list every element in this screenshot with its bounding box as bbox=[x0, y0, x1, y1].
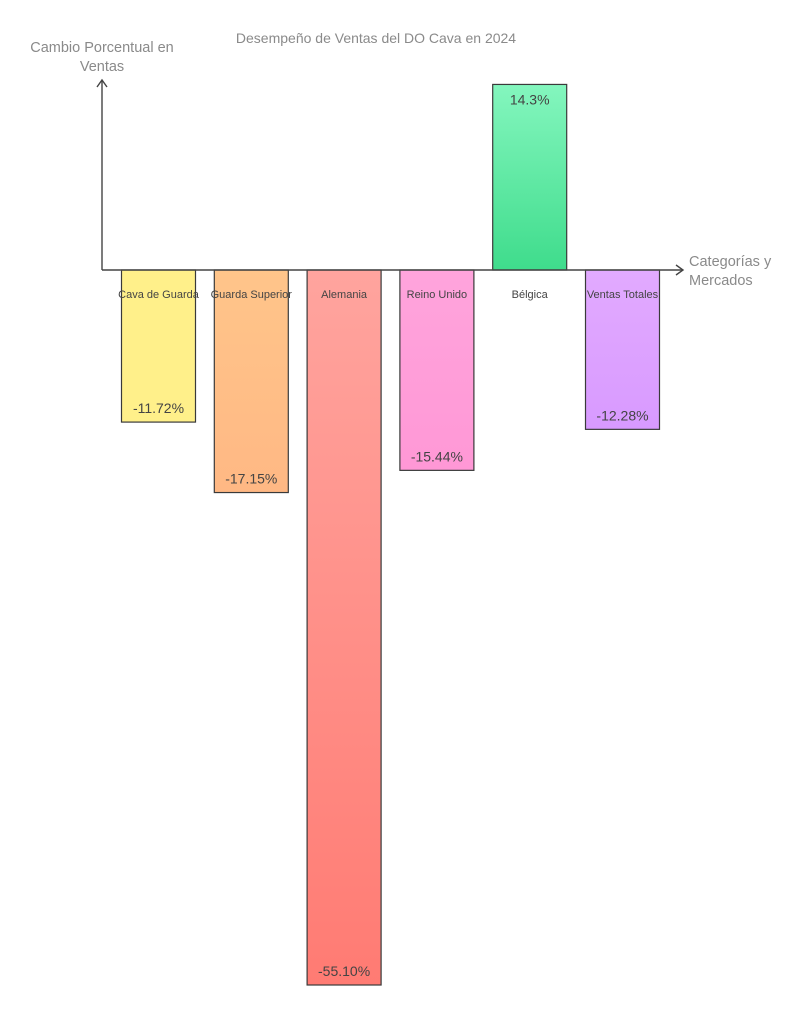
category-label-alemania: Alemania bbox=[321, 289, 368, 301]
category-label-reino-unido: Reino Unido bbox=[407, 289, 468, 301]
y-axis-label-line-2: Ventas bbox=[80, 59, 124, 75]
x-axis bbox=[102, 264, 685, 276]
category-label-cava-de-guarda: Cava de Guarda bbox=[118, 289, 200, 301]
value-label-belgica: 14.3% bbox=[510, 91, 550, 107]
category-label-belgica: Bélgica bbox=[512, 289, 549, 301]
bar-reino-unido bbox=[399, 269, 475, 471]
bar-cava-de-guarda bbox=[120, 269, 197, 423]
bar-alemania bbox=[306, 269, 382, 986]
y-axis bbox=[96, 78, 108, 270]
y-axis-label-line-1: Cambio Porcentual en bbox=[30, 40, 173, 56]
value-label-reino-unido: -15.44% bbox=[411, 448, 463, 464]
x-axis-label-line-2: Mercados bbox=[689, 273, 753, 289]
category-label-ventas-totales: Ventas Totales bbox=[587, 289, 659, 301]
value-label-ventas-totales: -12.28% bbox=[596, 407, 648, 423]
value-label-cava-de-guarda: -11.72% bbox=[133, 400, 184, 416]
value-label-alemania: -55.10% bbox=[318, 963, 370, 979]
bar-belgica bbox=[492, 83, 568, 271]
value-label-guarda-superior: -17.15% bbox=[225, 471, 277, 487]
labels-group: Cava de Guarda -11.72% Guarda Superior -17.… bbox=[118, 91, 659, 979]
x-axis-label-line-1: Categorías y bbox=[689, 254, 772, 270]
bars-group bbox=[120, 83, 661, 986]
bar-guarda-superior bbox=[213, 269, 289, 494]
chart-title: Desempeño de Ventas del DO Cava en 2024 bbox=[236, 30, 516, 46]
category-label-guarda-superior: Guarda Superior bbox=[211, 289, 293, 301]
